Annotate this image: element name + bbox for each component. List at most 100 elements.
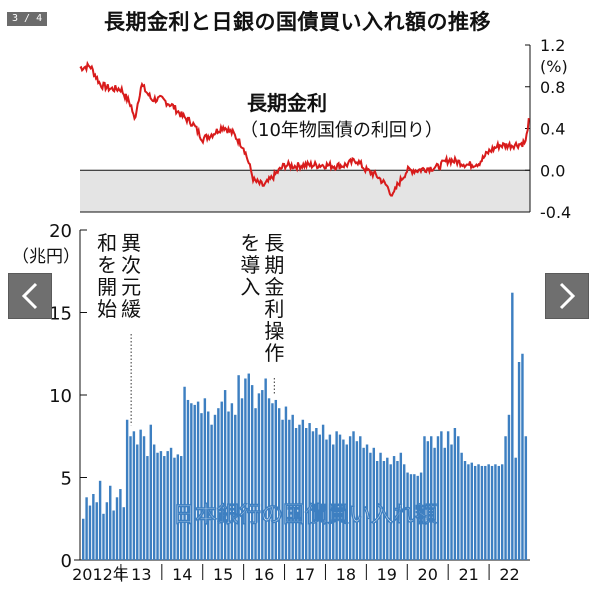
purchase-bar [318, 434, 321, 560]
purchase-bar [173, 457, 176, 560]
purchase-bar [352, 431, 355, 560]
purchase-bar [288, 419, 291, 560]
amount-tick-label: 5 [61, 469, 72, 490]
year-tick-label: 13 [131, 565, 151, 584]
rate-axis-unit: (%) [540, 57, 568, 76]
purchase-bar [234, 414, 237, 560]
purchase-bar [514, 457, 517, 560]
purchase-bar [132, 431, 136, 560]
annotation-char: 操 [264, 319, 284, 343]
purchase-bar [169, 447, 173, 560]
purchase-bar [95, 502, 98, 560]
purchase-bar [470, 462, 473, 560]
purchase-bar [419, 472, 423, 560]
purchase-bar [193, 404, 196, 560]
purchase-bar [176, 454, 180, 560]
purchase-bar [345, 444, 348, 560]
purchase-bar [406, 472, 409, 560]
purchase-bar [311, 431, 315, 560]
annotation-char: 金 [264, 275, 284, 299]
purchase-bar [146, 456, 149, 560]
purchase-bar [186, 399, 190, 560]
year-tick-label: 18 [336, 565, 356, 584]
purchase-bar [389, 464, 392, 560]
purchase-bar [220, 401, 223, 560]
purchase-bar [450, 444, 453, 560]
annotation-char: 導 [240, 253, 260, 277]
purchase-bar [355, 441, 359, 560]
purchase-bar [159, 451, 163, 560]
purchase-bar [281, 419, 284, 560]
purchase-bar [92, 494, 95, 560]
purchase-bar [261, 390, 264, 560]
purchase-bar [440, 431, 443, 560]
year-tick-label: 17 [295, 565, 315, 584]
chevron-right-icon [559, 282, 576, 310]
purchase-bar [332, 444, 335, 560]
year-tick-label: 19 [377, 565, 397, 584]
amount-tick-label: 20 [49, 221, 72, 242]
next-slide-button[interactable] [545, 273, 589, 319]
purchase-bar [504, 436, 507, 560]
purchase-bar [250, 385, 254, 560]
purchase-bar [494, 464, 497, 560]
purchase-bar [467, 464, 470, 560]
purchase-bar [267, 398, 271, 560]
amount-tick-label: 0 [61, 551, 72, 572]
purchase-bar [375, 461, 379, 560]
purchase-bar [321, 424, 325, 560]
purchase-bar [136, 444, 139, 560]
purchase-bar [484, 465, 487, 560]
annotation-char: 緩 [121, 297, 141, 321]
rate-series-label: 長期金利 [247, 91, 327, 115]
purchase-bar [122, 507, 125, 560]
purchase-bar [109, 485, 112, 560]
purchase-bar [156, 452, 159, 560]
purchase-bar [386, 457, 389, 560]
chart-title: 長期金利と日銀の国債買い入れ額の推移 [104, 10, 491, 34]
purchase-bar [200, 413, 203, 560]
purchase-bar [399, 452, 403, 560]
purchase-bar [511, 292, 514, 560]
purchase-bar [430, 436, 433, 560]
purchase-bar [517, 362, 521, 560]
purchase-bar [365, 444, 369, 560]
purchase-bar [359, 436, 362, 560]
annotation-char: 次 [121, 253, 141, 277]
purchase-bar [257, 393, 261, 560]
annotation-char: 始 [97, 297, 117, 321]
purchase-bar [433, 447, 436, 560]
annotation-char: 入 [240, 275, 260, 299]
purchase-bar [183, 386, 186, 560]
purchase-bar [487, 464, 490, 560]
rate-tick-label: -0.4 [540, 203, 571, 222]
purchase-bar [284, 406, 288, 560]
year-tick-label: 21 [458, 565, 478, 584]
purchase-bar [301, 419, 305, 560]
purchase-bar [315, 428, 318, 560]
negative-zone-band [80, 170, 530, 212]
purchase-bar [392, 456, 396, 560]
purchase-bar [348, 436, 352, 560]
purchase-bar [382, 461, 386, 560]
annotation-char: 長 [264, 231, 284, 255]
purchase-bar [139, 429, 142, 560]
annotation-char: 和 [97, 231, 117, 255]
purchase-bar [342, 439, 345, 560]
purchase-bar [207, 411, 210, 560]
annotation-char: 利 [264, 297, 284, 321]
purchase-bar [413, 474, 416, 560]
purchase-bar [129, 436, 132, 560]
purchase-bar [500, 464, 504, 560]
purchase-bar [179, 456, 183, 560]
purchase-bar [521, 353, 524, 560]
prev-slide-button[interactable] [8, 273, 52, 319]
purchase-bar [244, 378, 247, 560]
purchase-bar [305, 428, 308, 560]
purchase-bar [163, 456, 166, 560]
purchase-bar [105, 502, 109, 560]
year-tick-label: 20 [418, 565, 438, 584]
rate-series-sublabel: （10年物国債の利回り） [240, 120, 443, 141]
purchase-bar [112, 510, 115, 560]
